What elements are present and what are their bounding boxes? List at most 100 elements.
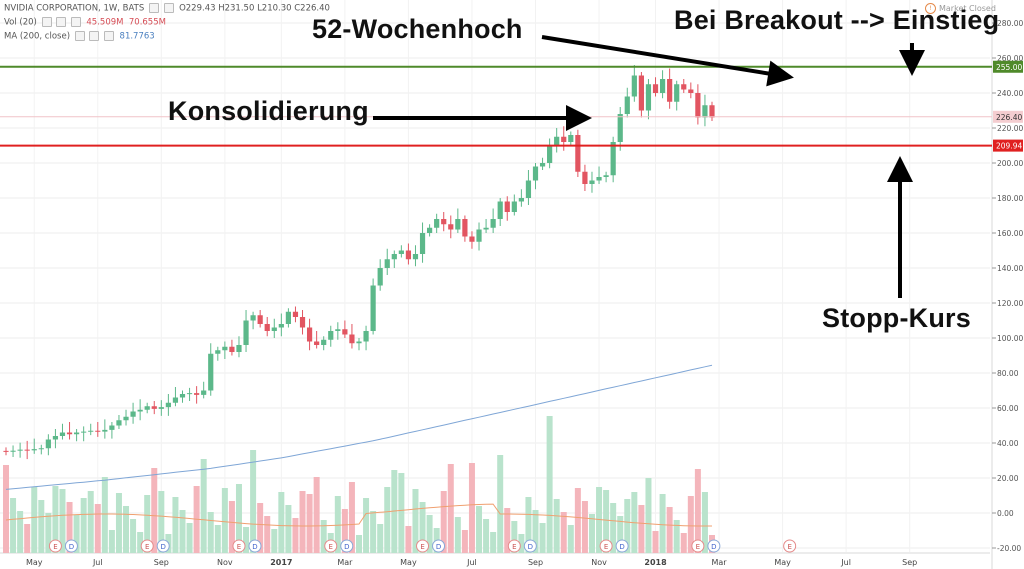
volume-bar [115, 493, 122, 553]
candle-body [419, 233, 426, 254]
candle-body [222, 346, 228, 351]
candle-body [59, 432, 66, 436]
candle-body [469, 236, 475, 242]
marker-label: E [329, 543, 333, 551]
arrow-52-week-high-head [766, 60, 794, 87]
candle-body [603, 175, 609, 177]
candle-body [66, 432, 73, 435]
volume-eye-button[interactable] [41, 17, 52, 27]
ma-label: MA (200, close) [4, 31, 71, 42]
symbol-eye-button[interactable] [148, 3, 159, 13]
annotation-52-week-high: 52-Wochenhoch [312, 14, 523, 44]
volume-bar [214, 525, 221, 553]
volume-bar [285, 505, 292, 553]
volume-bar [476, 506, 483, 553]
x-tick-label: Jul [840, 558, 851, 567]
candle-body [427, 227, 433, 233]
candle-body [363, 331, 369, 342]
volume-bar [101, 477, 108, 553]
volume-bar [73, 515, 80, 553]
volume-bar [701, 492, 708, 553]
arrow-consolidation-head [566, 105, 592, 131]
candle-body [568, 135, 574, 142]
y-tick-label: 40.00 [997, 439, 1019, 448]
symbol-header: NVIDIA CORPORATION, 1W, BATS O229.43 H23… [4, 3, 330, 14]
volume-bar [306, 494, 313, 553]
earnings-marker [232, 539, 246, 553]
volume-bar [377, 524, 384, 553]
ma-settings-button[interactable] [89, 31, 100, 41]
volume-bar [200, 459, 207, 553]
annotation-consolidation: Konsolidierung [168, 96, 369, 126]
earnings-marker [140, 539, 154, 553]
ma200-line [5, 364, 713, 490]
volume-bar [172, 497, 179, 553]
candle-body [201, 390, 207, 395]
volume-bar [320, 520, 327, 553]
price-line-label: 226.40 [996, 113, 1022, 122]
candle-body [299, 317, 306, 328]
candle-body [441, 219, 447, 225]
volume-bar [158, 491, 165, 553]
candle-body [434, 219, 440, 228]
x-tick-label: 2018 [644, 558, 667, 567]
volume-bar [518, 534, 525, 553]
volume-bar [250, 450, 257, 553]
dividend-marker [523, 539, 537, 553]
volume-bar [560, 512, 567, 553]
x-tick-label: Jul [466, 558, 477, 567]
volume-bar [574, 488, 581, 553]
volume-bar [638, 505, 645, 553]
candle-body [335, 329, 341, 331]
y-tick-label: 180.00 [997, 194, 1023, 203]
volume-close-button[interactable] [70, 17, 81, 27]
ma-close-button[interactable] [104, 31, 115, 41]
symbol-title: NVIDIA CORPORATION, 1W, BATS [4, 3, 145, 14]
volume-bar [687, 496, 694, 553]
earnings-marker [324, 539, 338, 553]
candle-body [285, 311, 291, 324]
candle-body [638, 75, 644, 111]
dividend-marker [64, 539, 78, 553]
marker-label: E [237, 543, 241, 551]
candle-body [688, 89, 694, 93]
marker-label: D [252, 543, 257, 551]
candle-body [271, 327, 277, 331]
price-line-label: 255.00 [996, 63, 1022, 72]
market-status-text: Market Closed [939, 4, 996, 13]
candle-body [497, 201, 503, 219]
marker-label: D [436, 543, 441, 551]
volume-bar [532, 510, 539, 553]
volume-bar [31, 487, 38, 553]
dividend-marker [340, 539, 354, 553]
volume-bar [292, 518, 299, 553]
arrow-stop-head [887, 156, 913, 182]
candle-body [462, 219, 468, 237]
ma-eye-button[interactable] [74, 31, 85, 41]
marker-label: E [420, 543, 424, 551]
candle-body [589, 180, 595, 184]
volume-bar [610, 503, 617, 553]
candle-body [306, 327, 313, 342]
marker-label: D [69, 543, 74, 551]
y-tick-label: 0.00 [997, 509, 1014, 518]
symbol-settings-button[interactable] [163, 3, 174, 13]
marker-label: E [145, 543, 149, 551]
volume-bar [179, 510, 186, 553]
volume-bar [130, 519, 137, 553]
volume-bar [384, 487, 391, 553]
candle-body [667, 79, 673, 102]
candle-body [292, 311, 299, 317]
volume-bar [440, 491, 447, 553]
volume-bar [673, 520, 680, 553]
candle-body [236, 345, 242, 352]
volume-bar [207, 512, 214, 553]
volume-settings-button[interactable] [56, 17, 67, 27]
clock-icon: ! [925, 3, 936, 14]
candle-body [215, 350, 221, 354]
candle-body [631, 75, 637, 97]
candle-body [74, 432, 80, 435]
volume-bar [235, 484, 242, 553]
y-tick-label: 200.00 [997, 159, 1023, 168]
